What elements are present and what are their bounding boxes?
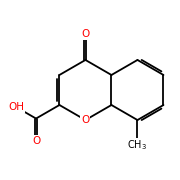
Text: O: O	[81, 30, 90, 39]
Text: CH$_3$: CH$_3$	[127, 139, 147, 152]
Text: O: O	[81, 115, 90, 125]
Text: OH: OH	[8, 102, 24, 112]
Text: O: O	[32, 136, 40, 146]
